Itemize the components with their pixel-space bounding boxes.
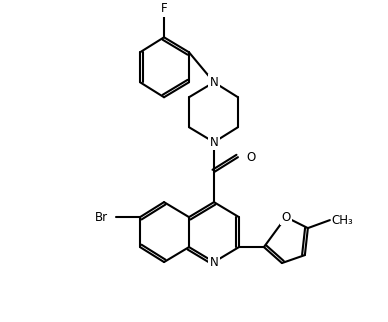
Text: O: O [281, 211, 291, 223]
Text: N: N [210, 136, 218, 149]
Text: Br: Br [95, 211, 108, 223]
Text: O: O [246, 151, 255, 164]
Text: F: F [161, 2, 167, 15]
Text: N: N [210, 256, 218, 269]
Text: N: N [210, 76, 218, 89]
Text: CH₃: CH₃ [332, 213, 353, 227]
